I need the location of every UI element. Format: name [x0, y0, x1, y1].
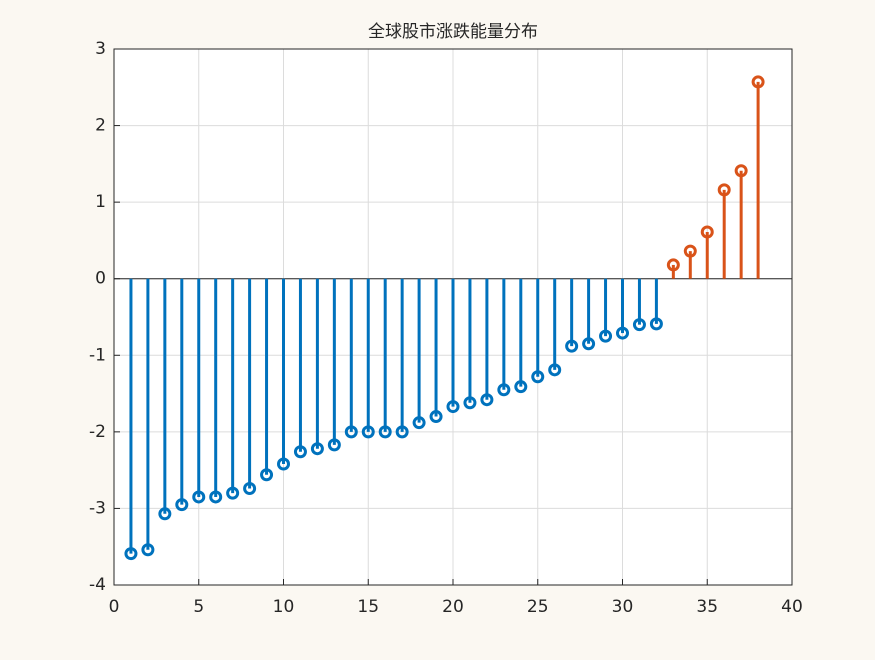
stem-marker	[395, 425, 409, 439]
x-tick-label: 10	[273, 597, 295, 617]
stem-marker	[260, 468, 274, 482]
y-tick-label: -2	[89, 422, 106, 442]
stem-marker	[446, 400, 460, 414]
stem-marker	[209, 490, 223, 504]
x-tick-label: 15	[357, 597, 379, 617]
y-tick-label: 1	[95, 192, 106, 212]
stem-marker	[378, 425, 392, 439]
stem-marker	[243, 482, 257, 496]
stem-marker	[361, 425, 375, 439]
stem-marker	[683, 244, 697, 258]
x-tick-label: 20	[442, 597, 464, 617]
stem-marker	[700, 225, 714, 239]
axes-box	[113, 48, 793, 586]
stem-marker	[734, 164, 748, 178]
stem-marker	[429, 410, 443, 424]
stem-marker	[717, 183, 731, 197]
x-tick-label: 40	[781, 597, 803, 617]
y-tick-label: 0	[95, 269, 106, 289]
stem-marker	[632, 318, 646, 332]
stem-marker	[141, 543, 155, 557]
chart-title: 全球股市涨跌能量分布	[368, 22, 538, 42]
x-tick-label: 30	[612, 597, 634, 617]
stem-marker	[480, 393, 494, 407]
x-tick-label: 0	[109, 597, 120, 617]
stem-marker	[599, 329, 613, 343]
stem-marker	[412, 416, 426, 430]
y-tick-label: 3	[95, 39, 106, 59]
y-tick-label: 2	[95, 116, 106, 136]
stem-marker	[497, 383, 511, 397]
y-tick-label: -3	[89, 498, 106, 518]
stem-marker	[124, 547, 138, 561]
stem-marker	[293, 445, 307, 459]
x-tick-label: 5	[193, 597, 204, 617]
x-tick-label: 35	[696, 597, 718, 617]
stem-marker	[226, 486, 240, 500]
stem-marker	[327, 438, 341, 452]
stem-marker	[666, 258, 680, 272]
stem-marker	[649, 317, 663, 331]
stem-marker	[514, 380, 528, 394]
stem-marker	[616, 326, 629, 340]
stem-marker	[192, 490, 206, 504]
stem-marker	[751, 75, 765, 89]
y-tick-label: -1	[89, 345, 106, 365]
stem-marker	[565, 339, 579, 353]
stem-marker	[158, 507, 172, 521]
stem-marker	[310, 442, 324, 456]
stem-marker	[548, 363, 562, 377]
stem-marker	[175, 498, 189, 512]
stem-marker	[344, 425, 358, 439]
x-tick-label: 25	[527, 597, 549, 617]
stem-marker	[582, 337, 596, 351]
stem-marker	[531, 370, 545, 384]
stem-marker	[277, 457, 290, 471]
y-tick-label: -4	[89, 575, 106, 595]
stem-marker	[463, 396, 477, 410]
